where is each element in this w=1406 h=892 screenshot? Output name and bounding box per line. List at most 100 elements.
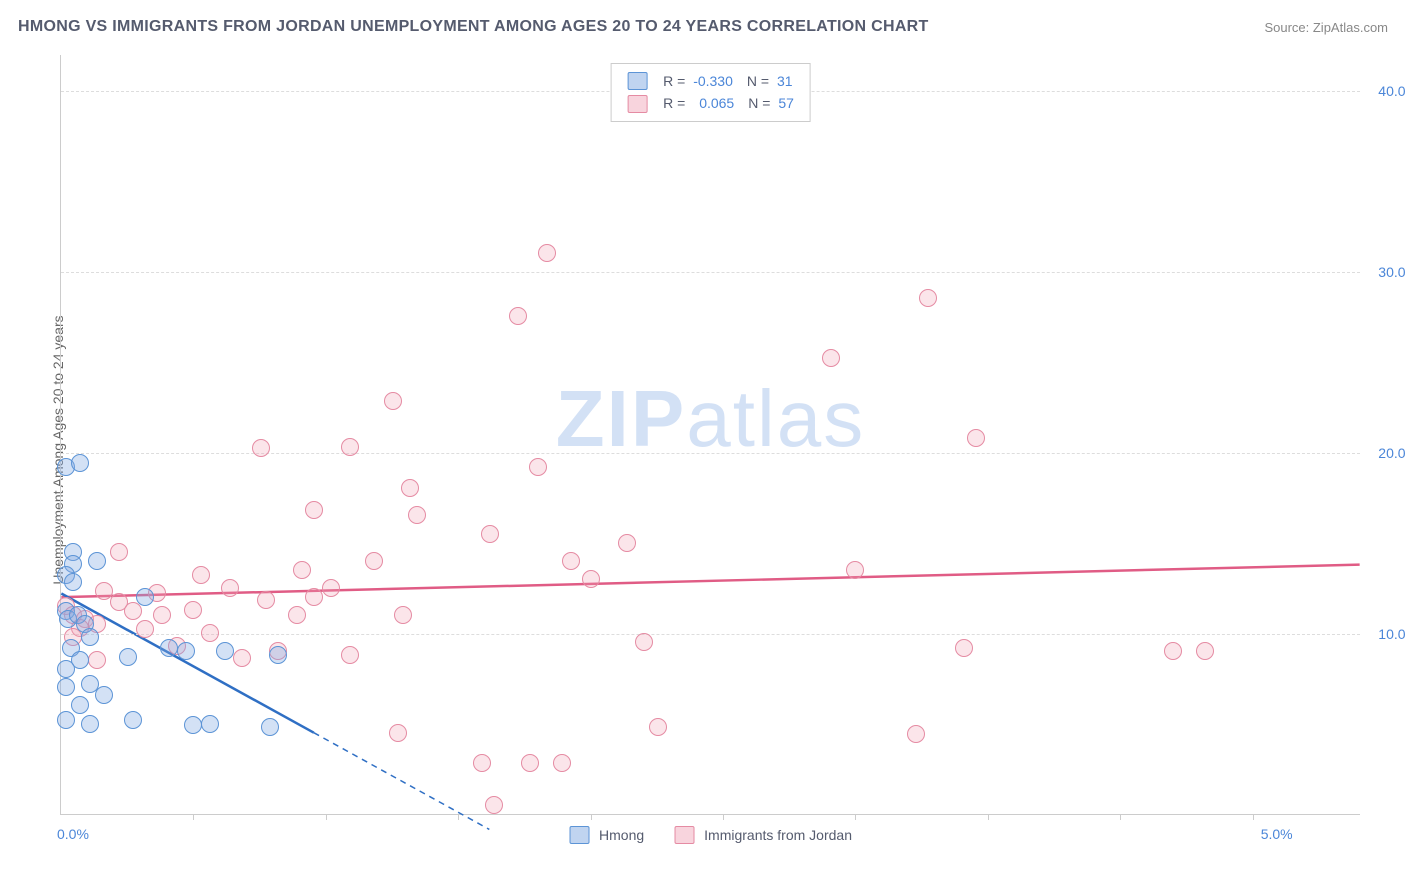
chart-container: Unemployment Among Ages 20 to 24 years Z… [50,55,1380,845]
data-point-hmong [95,686,113,704]
data-point-jordan [919,289,937,307]
data-point-hmong [201,715,219,733]
data-point-hmong [261,718,279,736]
chart-title: HMONG VS IMMIGRANTS FROM JORDAN UNEMPLOY… [18,18,929,36]
correlation-legend: R = -0.330 N = 31 R = 0.065 N = 57 [610,63,811,122]
data-point-jordan [967,429,985,447]
y-tick-label: 40.0% [1378,83,1406,99]
data-point-jordan [305,588,323,606]
data-point-jordan [305,501,323,519]
data-point-jordan [110,543,128,561]
data-point-hmong [160,639,178,657]
data-point-jordan [124,602,142,620]
data-point-jordan [485,796,503,814]
legend-label-hmong: Hmong [599,827,644,843]
data-point-hmong [136,588,154,606]
x-tick [326,814,327,820]
data-point-hmong [124,711,142,729]
x-tick [591,814,592,820]
data-point-hmong [57,678,75,696]
data-point-hmong [119,648,137,666]
data-point-jordan [384,392,402,410]
data-point-jordan [562,552,580,570]
data-point-jordan [201,624,219,642]
scatter-plot: ZIPatlas R = -0.330 N = 31 R = 0.065 N =… [60,55,1360,815]
data-point-hmong [57,660,75,678]
data-point-jordan [389,724,407,742]
data-point-hmong [71,696,89,714]
series-legend: Hmong Immigrants from Jordan [569,826,852,844]
y-tick-label: 30.0% [1378,264,1406,280]
swatch-blue-icon [627,72,647,90]
x-tick [1253,814,1254,820]
data-point-jordan [907,725,925,743]
data-point-jordan [293,561,311,579]
data-point-jordan [192,566,210,584]
data-point-jordan [955,639,973,657]
data-point-jordan [365,552,383,570]
y-tick-label: 10.0% [1378,626,1406,642]
data-point-jordan [538,244,556,262]
r-value-hmong: -0.330 [693,73,733,89]
chart-header: HMONG VS IMMIGRANTS FROM JORDAN UNEMPLOY… [18,18,1388,36]
data-point-jordan [341,438,359,456]
legend-row-jordan: R = 0.065 N = 57 [627,92,794,114]
data-point-hmong [64,573,82,591]
n-value-jordan: 57 [778,95,794,111]
data-point-jordan [473,754,491,772]
data-point-jordan [635,633,653,651]
data-point-jordan [1164,642,1182,660]
swatch-blue-icon [569,826,589,844]
data-point-jordan [341,646,359,664]
x-tick [855,814,856,820]
data-point-jordan [401,479,419,497]
gridline [61,634,1360,635]
data-point-jordan [822,349,840,367]
x-axis-label: 5.0% [1261,826,1293,842]
data-point-jordan [521,754,539,772]
data-point-jordan [257,591,275,609]
data-point-jordan [221,579,239,597]
data-point-jordan [1196,642,1214,660]
data-point-hmong [216,642,234,660]
data-point-jordan [233,649,251,667]
data-point-hmong [71,454,89,472]
chart-source: Source: ZipAtlas.com [1264,20,1388,35]
gridline [61,272,1360,273]
x-tick [193,814,194,820]
data-point-jordan [153,606,171,624]
swatch-pink-icon [627,95,647,113]
data-point-hmong [177,642,195,660]
x-axis-label: 0.0% [57,826,89,842]
data-point-jordan [95,582,113,600]
legend-item-jordan: Immigrants from Jordan [674,826,852,844]
data-point-hmong [81,628,99,646]
data-point-hmong [269,646,287,664]
data-point-jordan [509,307,527,325]
data-point-jordan [288,606,306,624]
data-point-jordan [553,754,571,772]
data-point-hmong [184,716,202,734]
r-value-jordan: 0.065 [699,95,734,111]
legend-item-hmong: Hmong [569,826,644,844]
n-value-hmong: 31 [777,73,793,89]
trend-line [61,565,1359,598]
data-point-jordan [582,570,600,588]
trend-line [314,733,490,830]
y-tick-label: 20.0% [1378,445,1406,461]
data-point-jordan [322,579,340,597]
x-tick [988,814,989,820]
data-point-jordan [846,561,864,579]
data-point-hmong [88,552,106,570]
data-point-jordan [408,506,426,524]
trend-lines [61,55,1360,814]
legend-row-hmong: R = -0.330 N = 31 [627,70,794,92]
data-point-jordan [618,534,636,552]
data-point-hmong [57,711,75,729]
legend-label-jordan: Immigrants from Jordan [704,827,852,843]
x-tick [458,814,459,820]
data-point-jordan [394,606,412,624]
data-point-hmong [81,715,99,733]
data-point-jordan [481,525,499,543]
x-tick [1120,814,1121,820]
